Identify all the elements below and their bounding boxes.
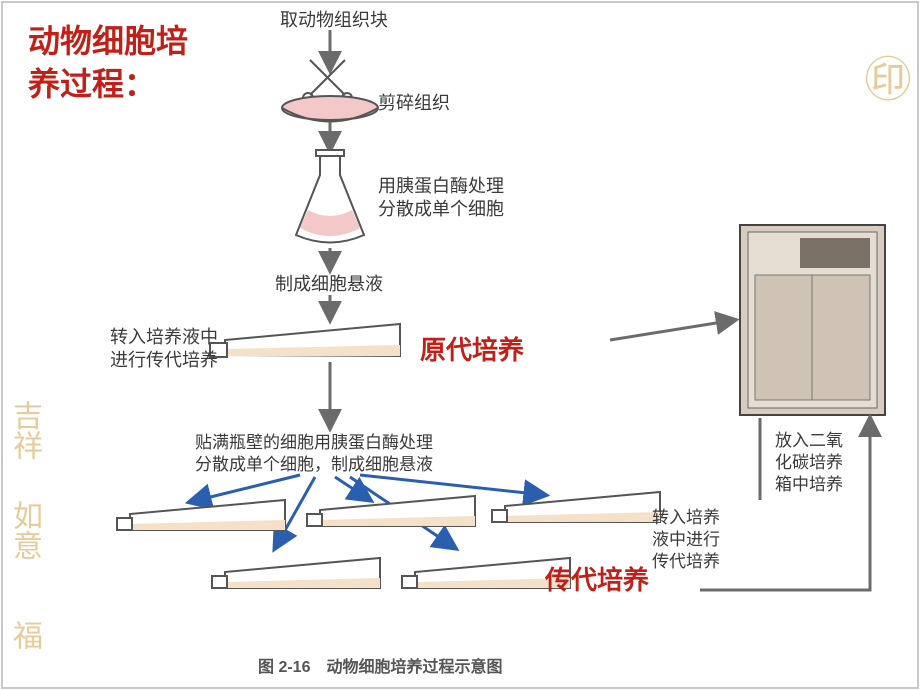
decor-seal-low: 如意 (2, 500, 46, 560)
culture-flask-primary (210, 324, 400, 357)
decor-seal-bot: 福 (2, 620, 46, 650)
label-step6: 贴满瓶壁的细胞用胰蛋白酶处理 分散成单个细胞，制成细胞悬液 (195, 432, 433, 476)
figure-caption: 图 2-16 动物细胞培养过程示意图 (258, 658, 502, 679)
arrow-fan-1 (190, 475, 300, 502)
label-incubator: 放入二氧 化碳培养 箱中培养 (775, 430, 843, 496)
dish-icon (282, 96, 378, 122)
label-transfer2: 转入培养 液中进行 传代培养 (652, 507, 720, 573)
culture-flask-4 (212, 558, 380, 588)
page-title: 动物细胞培 养过程： (28, 20, 188, 106)
label-primary: 原代培养 (420, 334, 524, 368)
flask-icon (296, 150, 364, 243)
culture-flask-2 (307, 496, 475, 526)
arrow-fan-5 (360, 475, 545, 495)
label-step3: 用胰蛋白酶处理 分散成单个细胞 (378, 175, 504, 222)
label-step2: 剪碎组织 (378, 92, 450, 115)
decor-seal-mid: 吉祥 (2, 400, 46, 460)
decor-seal-top: ㊞ (864, 40, 912, 110)
stage: 动物细胞培 养过程： 取动物组织块 剪碎组织 用胰蛋白酶处理 分散成单个细胞 制… (0, 0, 920, 690)
label-passage: 传代培养 (545, 564, 649, 598)
incubator-icon (740, 225, 885, 415)
label-step4: 制成细胞悬液 (275, 273, 383, 296)
label-step5: 转入培养液中 进行传代培养 (110, 326, 218, 373)
label-step1: 取动物组织块 (280, 9, 388, 32)
culture-flask-3 (492, 492, 660, 522)
culture-flask-1 (117, 500, 285, 530)
arrow-to-incubator-1 (610, 320, 735, 340)
